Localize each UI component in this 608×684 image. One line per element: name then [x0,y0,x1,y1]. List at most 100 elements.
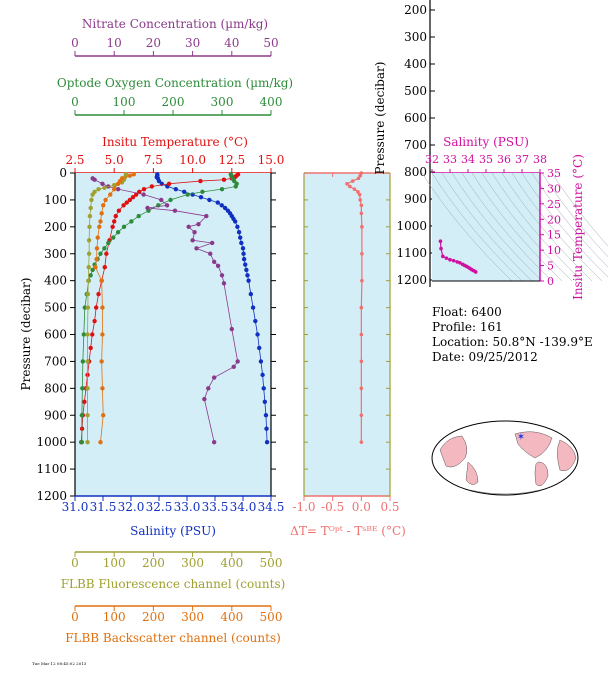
tick-label: 34 [461,153,475,166]
salinity-point [235,224,240,230]
salinity-point [198,195,204,200]
tick-label: 200 [404,3,427,17]
delta-t-point [356,176,361,181]
tick-label: 20 [146,36,161,50]
tick-label: 15 [547,229,561,242]
ts-salinity-label: Salinity (PSU) [443,135,529,149]
tick-label: 37 [515,153,529,166]
fluorescence-point [85,439,90,445]
density-contour [481,172,573,282]
backscatter-point [94,256,99,262]
fluorescence-point [96,186,101,192]
temperature-point [82,399,87,404]
ts-point [438,239,443,243]
ts-point [451,258,456,263]
nitrate-point [92,177,97,182]
nitrate-point [164,203,170,208]
nitrate-point [100,181,105,186]
temperature-point [121,203,126,208]
tick-label: 7.5 [144,153,163,167]
backscatter-point [108,192,113,197]
backscatter-point [95,235,100,240]
salinity-point [245,273,250,278]
tick-label: 1200 [36,489,67,503]
density-contour [501,172,593,282]
temperature-axis: 2.5 5.0 7.5 10.0 12.5 15.0 [65,153,284,174]
delta-t-axes: -1.0 -0.5 0.0 0.5 [292,172,400,514]
backscatter-point [94,246,100,251]
tick-label: 32.5 [146,500,173,514]
delta-t-axis-label: ΔT= Tᴼᵖᵗ - Tˢᴮᴱ (°C) [290,524,406,538]
oxygen-point [168,197,173,203]
backscatter-point [127,173,133,178]
tick-label: 20 [547,213,561,226]
tick-label: 10.0 [179,153,206,167]
delta-t-point [360,278,364,283]
fluorescence-point [86,251,92,256]
pressure-strip-label: Pressure (decibar) [373,62,387,175]
delta-t-point [358,198,362,202]
landmass-australia [465,461,479,485]
oxygen-point [111,235,116,240]
salinity-point [232,219,238,224]
salinity-point [215,200,220,205]
nitrate-point [196,221,201,227]
tick-label: 31.0 [62,500,89,514]
tick-label: 700 [404,138,427,152]
salinity-point [207,197,212,203]
fluorescence-point [85,332,90,337]
ts-point [441,254,445,259]
salinity-point [241,251,246,256]
oxygen-point [81,332,87,337]
delta-t-point [359,171,364,175]
profile-series [79,172,270,445]
nitrate-point [211,439,217,445]
nitrate-point [204,213,209,219]
pressure-axis-label: Pressure (decibar) [19,278,33,391]
tick-label: 1100 [36,462,67,476]
pressure-axis: 0 100 200 300 400 500 600 700 800 900 1000 1100 1200 [36,166,276,503]
temperature-point [116,208,122,213]
delta-t-point [352,187,357,191]
salinity-point [156,178,162,184]
delta-t-point [360,251,364,256]
delta-t-point [348,184,352,189]
tick-label: 50 [263,36,278,50]
temperature-point [149,184,155,189]
ts-point [458,260,462,265]
tick-label: 5.0 [105,153,124,167]
temperature-point [104,251,109,256]
salinity-point [263,413,269,418]
density-contour [491,172,583,282]
fluorescence-point [86,265,91,270]
temperature-axis-label: Insitu Temperature (°C) [102,135,248,149]
salinity-point [257,345,262,351]
salinity-point [239,240,244,246]
temperature-point [221,177,227,182]
nitrate-point [219,273,225,278]
fluorescence-point [85,305,91,310]
tick-label: 0 [59,166,67,180]
tick-label: 200 [142,556,165,570]
fluorescence-point [85,413,90,418]
salinity-point [243,262,248,267]
tick-label: 400 [44,274,67,288]
tick-label: 0 [71,556,79,570]
delta-t-point [359,359,364,364]
fluorescence-point [85,359,90,364]
delta-t-point [359,413,364,418]
fluorescence-point [88,205,93,211]
oxygen-point [121,224,127,230]
tick-label: 0 [71,610,79,624]
tick-label: 800 [44,381,67,395]
oxygen-point [102,246,107,251]
tick-label: 35 [479,153,493,166]
nitrate-point [194,246,199,251]
tick-label: 400 [404,57,427,71]
landmass-antarctica [469,489,541,495]
nitrate-point [206,386,211,391]
tick-label: 25 [547,198,561,211]
tick-label: 100 [103,556,126,570]
tick-label: 32 [425,153,439,166]
